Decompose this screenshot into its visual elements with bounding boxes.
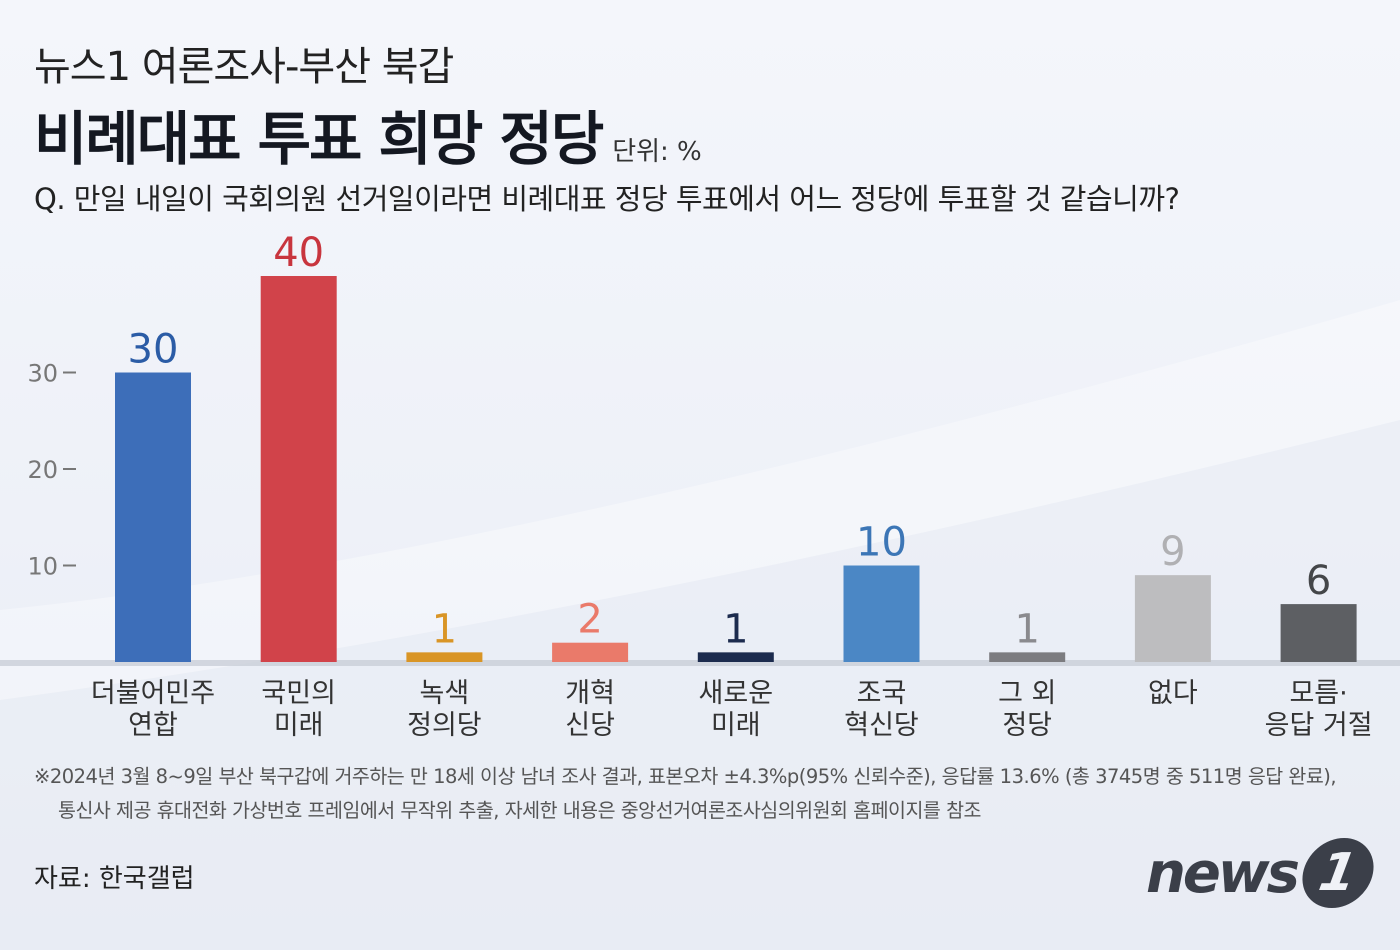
logo-badge: 1 bbox=[1296, 838, 1380, 908]
x-tick-label-5-0: 조국 bbox=[857, 678, 907, 709]
y-tick-label-10: 10 bbox=[27, 553, 58, 581]
data-label-7: 9 bbox=[1160, 529, 1185, 575]
survey-question: Q. 만일 내일이 국회의원 선거일이라면 비례대표 정당 투표에서 어느 정당… bbox=[34, 182, 1180, 216]
y-tick-label-20: 20 bbox=[27, 456, 58, 484]
footnote-line-2: 통신사 제공 휴대전화 가상번호 프레임에서 무작위 추출, 자세한 내용은 중… bbox=[58, 799, 981, 822]
bar-7 bbox=[1134, 575, 1211, 662]
x-tick-label-8-1: 응답 거절 bbox=[1265, 710, 1373, 741]
x-tick-label-1-0: 국민의 bbox=[261, 678, 336, 709]
x-tick-label-3-0: 개혁 bbox=[565, 678, 615, 709]
x-tick-label-6-0: 그 외 bbox=[998, 678, 1056, 709]
bar-0 bbox=[115, 372, 191, 662]
bar-2 bbox=[406, 652, 483, 662]
baseline-shadow bbox=[0, 660, 1400, 666]
x-tick-label-7-0: 없다 bbox=[1148, 678, 1198, 709]
data-label-6: 1 bbox=[1014, 606, 1039, 652]
chart-subtitle: 뉴스1 여론조사-부산 북갑 bbox=[34, 44, 454, 90]
x-tick-label-1-1: 미래 bbox=[274, 710, 324, 741]
bar-1 bbox=[260, 276, 337, 662]
x-tick-label-2-1: 정의당 bbox=[407, 710, 482, 741]
logo-digit: 1 bbox=[1314, 843, 1362, 903]
x-tick-label-3-1: 신당 bbox=[565, 710, 615, 741]
footnote: ※2024년 3월 8~9일 부산 북구갑에 거주하는 만 18세 이상 남녀 … bbox=[34, 760, 1337, 828]
x-tick-label-6-1: 정당 bbox=[1002, 710, 1052, 741]
unit-label: 단위: % bbox=[612, 137, 702, 167]
data-label-4: 1 bbox=[723, 606, 748, 652]
data-label-2: 1 bbox=[432, 606, 457, 652]
x-tick-label-0-0: 더불어민주 bbox=[91, 678, 215, 709]
data-label-1: 40 bbox=[273, 230, 324, 276]
x-tick-label-8-0: 모름· bbox=[1289, 678, 1347, 709]
bar-8 bbox=[1280, 604, 1357, 662]
source-label: 자료: 한국갤럽 bbox=[34, 864, 195, 894]
data-label-0: 30 bbox=[128, 327, 179, 373]
chart-title: 비례대표 투표 희망 정당 bbox=[34, 105, 604, 173]
data-label-5: 10 bbox=[856, 520, 907, 566]
x-tick-label-4-0: 새로운 bbox=[699, 678, 774, 709]
bar-5 bbox=[843, 565, 920, 662]
bar-3 bbox=[552, 642, 629, 662]
news1-logo: news 1 bbox=[1146, 838, 1380, 908]
bar-4 bbox=[697, 652, 774, 662]
logo-text: news bbox=[1146, 840, 1300, 906]
data-label-3: 2 bbox=[577, 597, 602, 643]
y-axis: 10 20 30 bbox=[27, 360, 76, 581]
x-tick-label-0-1: 연합 bbox=[128, 710, 178, 741]
x-tick-label-5-1: 혁신당 bbox=[844, 710, 919, 741]
title-row: 비례대표 투표 희망 정당 단위: % bbox=[34, 92, 702, 176]
x-tick-label-2-0: 녹색 bbox=[420, 678, 470, 709]
footnote-line-1: ※2024년 3월 8~9일 부산 북구갑에 거주하는 만 18세 이상 남녀 … bbox=[34, 765, 1337, 788]
y-tick-label-30: 30 bbox=[27, 360, 58, 388]
bar-6 bbox=[989, 652, 1066, 662]
x-tick-label-4-1: 미래 bbox=[711, 710, 761, 741]
data-label-8: 6 bbox=[1306, 558, 1331, 604]
